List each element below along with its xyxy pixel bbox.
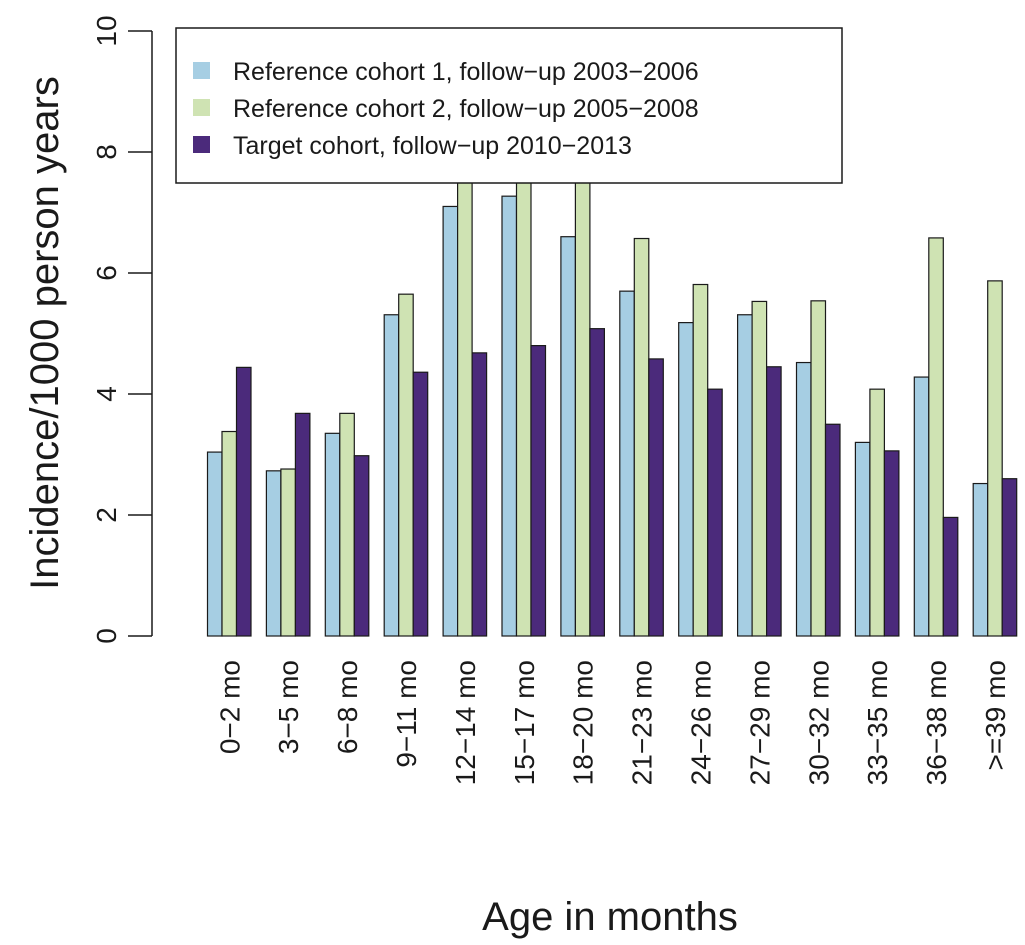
bar-2-13 <box>928 237 944 637</box>
bar-1-10 <box>736 314 753 637</box>
bar-3-4 <box>412 371 429 637</box>
x-tick-label: 15−17 mo <box>509 660 540 785</box>
y-axis-label: Incidence/1000 person years <box>23 76 67 590</box>
x-tick-label: >=39 mo <box>980 660 1011 771</box>
legend-swatch <box>193 99 210 116</box>
y-axis: 0 2 4 6 8 10 <box>91 15 153 644</box>
x-tick-label: 9−11 mo <box>391 660 422 768</box>
bar-2-4 <box>398 293 414 637</box>
x-tick-labels: 0−2 mo 3−5 mo 6−8 mo 9−11 mo 12−14 mo 15−17 m… <box>214 660 1011 785</box>
x-tick-label: 27−29 mo <box>744 660 775 785</box>
x-tick-label: 12−14 mo <box>450 660 481 785</box>
bar-3-3 <box>353 455 370 637</box>
bar-1-8 <box>619 290 635 637</box>
bar-1-7 <box>560 236 577 637</box>
x-tick-label: 24−26 mo <box>685 660 716 785</box>
bar-3-1 <box>235 366 252 637</box>
bar-1-1 <box>206 451 223 637</box>
y-tick-label: 8 <box>91 144 122 160</box>
bar-2-2 <box>280 468 296 637</box>
legend-swatch <box>193 136 210 153</box>
bar-3-12 <box>883 450 900 637</box>
bar-1-14 <box>972 482 989 637</box>
x-tick-label: 36−38 mo <box>921 660 952 785</box>
bar-2-6 <box>515 173 532 637</box>
legend-box <box>175 27 843 184</box>
bar-3-13 <box>942 516 959 637</box>
y-tick-label: 10 <box>91 15 122 46</box>
bar-1-9 <box>678 322 694 637</box>
bar-3-7 <box>589 328 606 637</box>
y-tick-label: 4 <box>91 386 122 402</box>
bar-1-3 <box>324 432 341 637</box>
bar-1-13 <box>913 376 930 637</box>
bar-2-7 <box>574 167 591 637</box>
bar-2-8 <box>633 237 650 637</box>
bar-1-11 <box>795 361 812 637</box>
bar-3-8 <box>648 358 664 637</box>
legend: Reference cohort 1, follow−up 2003−2006 R… <box>175 27 843 184</box>
bar-3-6 <box>530 345 547 637</box>
x-tick-label: 3−5 mo <box>273 660 304 754</box>
legend-label: Reference cohort 2, follow−up 2005−2008 <box>233 95 699 123</box>
legend-swatch <box>193 62 210 79</box>
bar-3-5 <box>471 352 488 637</box>
bar-3-11 <box>824 423 841 637</box>
x-tick-label: 33−35 mo <box>862 660 893 785</box>
x-tick-label: 21−23 mo <box>627 660 658 785</box>
bar-3-2 <box>294 412 311 637</box>
bar-1-12 <box>854 441 871 637</box>
y-tick-label: 0 <box>91 628 122 644</box>
x-tick-label: 30−32 mo <box>803 660 834 785</box>
legend-label: Reference cohort 1, follow−up 2003−2006 <box>233 58 699 86</box>
bar-1-5 <box>442 205 459 637</box>
bar-1-4 <box>383 314 400 637</box>
bar-1-2 <box>265 470 282 637</box>
bar-3-10 <box>765 366 782 637</box>
bar-2-9 <box>692 283 709 637</box>
x-tick-label: 18−20 mo <box>568 660 599 785</box>
bars-layer <box>206 167 1018 637</box>
y-tick-label: 2 <box>91 507 122 523</box>
legend-label: Target cohort, follow−up 2010−2013 <box>233 132 632 160</box>
bar-2-11 <box>810 300 827 637</box>
bar-2-5 <box>457 181 473 637</box>
bar-3-14 <box>1001 478 1018 637</box>
bar-2-12 <box>869 388 886 637</box>
y-tick-label: 6 <box>91 265 122 281</box>
bar-1-6 <box>501 195 518 637</box>
bar-2-3 <box>339 412 355 637</box>
bar-3-9 <box>707 388 723 637</box>
x-tick-label: 6−8 mo <box>332 660 363 754</box>
bar-2-1 <box>221 430 238 637</box>
bar-2-10 <box>751 300 768 637</box>
x-axis-label: Age in months <box>482 895 738 939</box>
bar-2-14 <box>987 280 1003 637</box>
x-tick-label: 0−2 mo <box>214 660 245 754</box>
